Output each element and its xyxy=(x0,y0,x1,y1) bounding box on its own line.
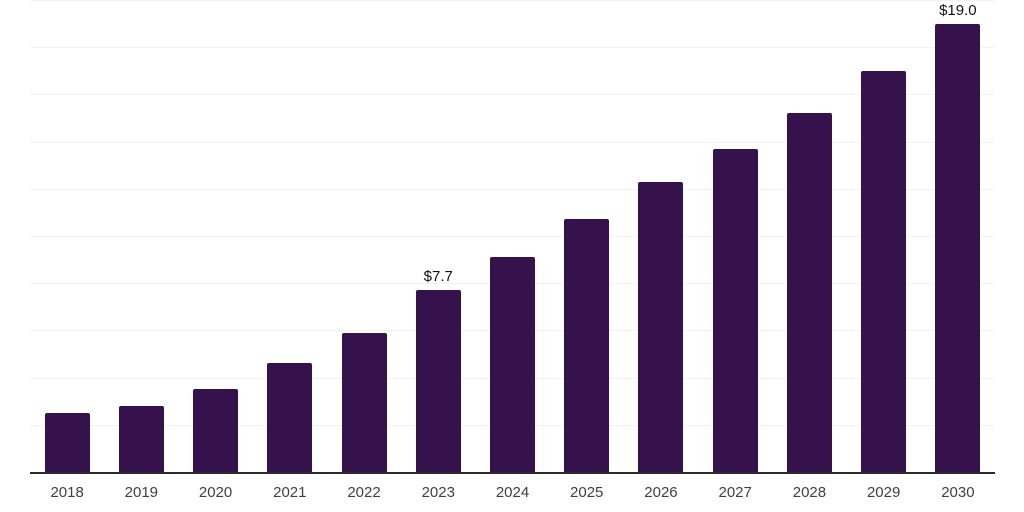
x-axis-tick-label-2018: 2018 xyxy=(50,484,84,501)
bar-2026 xyxy=(638,181,684,472)
x-axis-tick-label-2029: 2029 xyxy=(866,484,901,501)
gridline xyxy=(30,0,995,1)
bar-value-label-2030: $19.0 xyxy=(939,1,977,19)
bar-2021 xyxy=(267,363,313,472)
x-axis-tick-label-2025: 2025 xyxy=(570,484,604,501)
x-axis: 2018 2019 2020 2021 2022 2023 2024 2025 2026 2027… xyxy=(30,474,995,512)
bar-2023 xyxy=(415,290,461,472)
gridline xyxy=(30,47,995,49)
x-axis-line xyxy=(30,472,995,474)
bar-2018 xyxy=(44,413,90,472)
x-axis-tick-label-2030: 2030 xyxy=(941,484,975,501)
x-axis-tick-label-2028: 2028 xyxy=(792,484,827,501)
bar-2019 xyxy=(118,405,164,472)
x-axis-tick-label-2027: 2027 xyxy=(718,484,752,501)
x-axis-tick-label-2019: 2019 xyxy=(124,484,159,501)
bar-2030 xyxy=(935,23,981,472)
bar-2027 xyxy=(712,148,758,472)
bar-2029 xyxy=(861,70,907,472)
bar-2022 xyxy=(341,332,387,472)
gridline xyxy=(30,236,995,237)
x-axis-tick-label-2023: 2023 xyxy=(421,484,455,501)
bar-2025 xyxy=(564,219,610,472)
bar-2028 xyxy=(786,113,832,472)
x-axis-tick-label-2022: 2022 xyxy=(347,484,381,501)
x-axis-tick-label-2020: 2020 xyxy=(198,484,233,501)
plot-area: $7.7 $19.0 xyxy=(30,0,995,474)
x-axis-tick-label-2024: 2024 xyxy=(495,484,530,501)
bar-value-label-2023: $7.7 xyxy=(423,268,453,286)
bar-2024 xyxy=(490,257,535,472)
x-axis-tick-label-2021: 2021 xyxy=(273,484,307,501)
gridline xyxy=(30,94,995,96)
gridline xyxy=(30,188,995,190)
x-axis-tick-label-2026: 2026 xyxy=(644,484,678,501)
bar-2020 xyxy=(193,389,239,472)
gridline xyxy=(30,141,995,143)
